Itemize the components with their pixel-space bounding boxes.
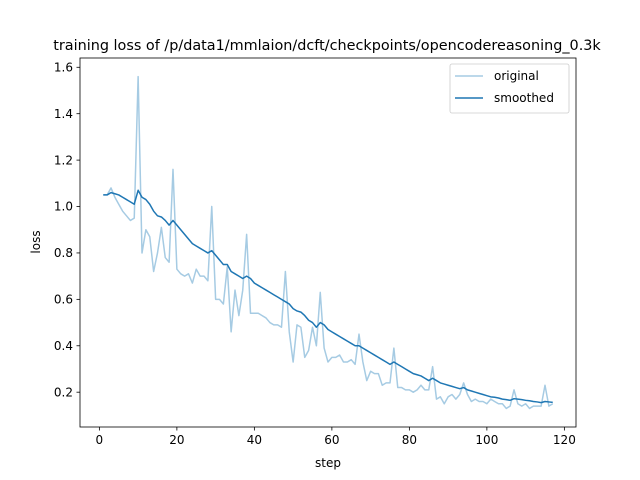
y-tick-label: 1.4 <box>54 107 73 121</box>
y-tick-label: 0.4 <box>54 339 73 353</box>
chart-title: training loss of /p/data1/mmlaion/dcft/c… <box>53 38 601 54</box>
x-tick-label: 120 <box>553 433 576 447</box>
legend-label-original: original <box>494 69 539 83</box>
y-tick-label: 0.2 <box>54 385 73 399</box>
x-tick-label: 20 <box>169 433 184 447</box>
legend: original smoothed <box>449 63 570 114</box>
x-tick-label: 0 <box>96 433 104 447</box>
y-axis-label: loss <box>29 230 43 253</box>
series-line-original <box>103 75 554 410</box>
x-tick-label: 100 <box>475 433 498 447</box>
y-tick-label: 1.0 <box>54 200 73 214</box>
y-tick-label: 1.2 <box>54 153 73 167</box>
y-tick-label: 1.6 <box>54 60 73 74</box>
x-tick-label: 40 <box>247 433 262 447</box>
y-tick-label: 0.8 <box>54 246 73 260</box>
x-tick-label: 60 <box>324 433 339 447</box>
legend-label-smoothed: smoothed <box>494 91 554 105</box>
series-line-smoothed <box>103 189 553 404</box>
plot-frame <box>79 57 577 428</box>
x-tick-label: 80 <box>402 433 417 447</box>
y-tick-label: 0.6 <box>54 293 73 307</box>
x-axis-label: step <box>315 456 341 470</box>
